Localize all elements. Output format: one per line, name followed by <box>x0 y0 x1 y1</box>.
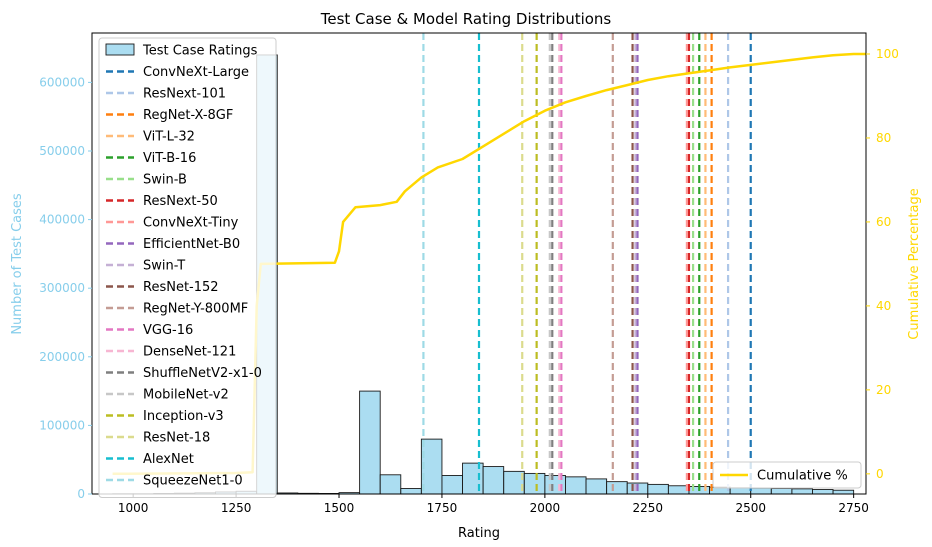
y2-tick-label: 80 <box>876 131 891 145</box>
histogram-bar <box>606 481 628 495</box>
y-tick-label: 300000 <box>39 281 85 295</box>
histogram-bar <box>523 472 546 495</box>
x-tick-label: 1750 <box>427 501 458 515</box>
histogram-bar <box>441 475 463 495</box>
y2-axis-label: Cumulative Percentage <box>907 188 922 339</box>
histogram-bar <box>832 489 855 495</box>
x-tick-label: 1000 <box>118 501 149 515</box>
x-tick-label: 2750 <box>838 501 869 515</box>
legend-models: Test Case Ratings ConvNeXt-Large ResNext-1… <box>98 37 277 498</box>
histogram-bar <box>565 476 587 495</box>
legend-label-model: Inception-v3 <box>143 409 224 424</box>
histogram-bar <box>400 488 422 495</box>
histogram-bar <box>791 488 813 495</box>
histogram-bar <box>770 488 793 495</box>
histogram-bar <box>647 483 669 495</box>
legend-label-model: AlexNet <box>143 452 194 467</box>
y2-tick-label: 20 <box>876 383 891 397</box>
y-tick-label: 0 <box>77 487 85 501</box>
legend-label-model: ViT-L-32 <box>143 130 195 145</box>
legend-label-model: SqueezeNet1-0 <box>143 474 243 489</box>
histogram-bar <box>482 466 505 495</box>
chart-title: Test Case & Model Rating Distributions <box>320 10 612 28</box>
legend-label-model: ResNext-50 <box>143 194 218 209</box>
y-tick-label: 400000 <box>39 213 85 227</box>
legend-box-cumulative <box>712 461 862 489</box>
legend-label-model: ConvNeXt-Tiny <box>143 216 239 231</box>
axes: 1000 1250 1500 1750 2000 2250 2500 275001000002… <box>39 32 899 515</box>
legend-label-model: Swin-T <box>143 259 185 274</box>
legend-label-model: ResNet-152 <box>143 280 219 295</box>
cumulative-line <box>112 52 866 476</box>
histogram-bar <box>359 390 381 495</box>
legend-label-model: ConvNeXt-Large <box>143 65 249 80</box>
legend-label-histogram: Test Case Ratings <box>142 44 258 59</box>
legend-label-model: ShuffleNetV2-x1-0 <box>143 366 262 381</box>
y2-tick-label: 0 <box>876 467 884 481</box>
y-tick-label: 200000 <box>39 350 85 364</box>
legend-label-model: ResNext-101 <box>143 87 226 102</box>
legend-cumulative: Cumulative % <box>712 461 862 489</box>
y-tick-label: 600000 <box>39 75 85 89</box>
x-axis-label: Rating <box>458 526 500 541</box>
cumulative-line-group <box>112 52 866 476</box>
legend-label-model: MobileNet-v2 <box>143 388 229 403</box>
axes-frame <box>91 32 867 495</box>
legend-label-model: VGG-16 <box>143 323 193 338</box>
legend-label-model: DenseNet-121 <box>143 345 236 360</box>
y2-tick-label: 100 <box>876 47 899 61</box>
legend-label-model: EfficientNet-B0 <box>143 237 240 252</box>
histogram-bar <box>812 489 834 495</box>
x-tick-label: 2250 <box>633 501 664 515</box>
histogram-bar <box>750 487 772 495</box>
x-tick-label: 2000 <box>530 501 561 515</box>
legend-label-model: RegNet-X-8GF <box>143 108 233 123</box>
y2-tick-label: 60 <box>876 215 891 229</box>
histogram-bar <box>585 478 608 495</box>
legend-label-cumulative: Cumulative % <box>757 469 848 484</box>
y-axis-label: Number of Test Cases <box>10 193 25 335</box>
histogram-bar <box>379 474 402 495</box>
x-tick-label: 1500 <box>324 501 355 515</box>
legend-swatch-histogram <box>105 43 135 56</box>
legend-box <box>98 37 277 498</box>
y-tick-label: 500000 <box>39 144 85 158</box>
legend-label-model: RegNet-Y-800MF <box>143 302 248 317</box>
x-tick-label: 1250 <box>221 501 252 515</box>
legend-label-model: ResNet-18 <box>143 431 210 446</box>
legend-label-model: Swin-B <box>143 173 187 188</box>
y2-tick-label: 40 <box>876 299 891 313</box>
y-tick-label: 100000 <box>39 418 85 432</box>
histogram-bar <box>729 487 752 495</box>
x-tick-label: 2500 <box>735 501 766 515</box>
legend-label-model: ViT-B-16 <box>143 151 196 166</box>
